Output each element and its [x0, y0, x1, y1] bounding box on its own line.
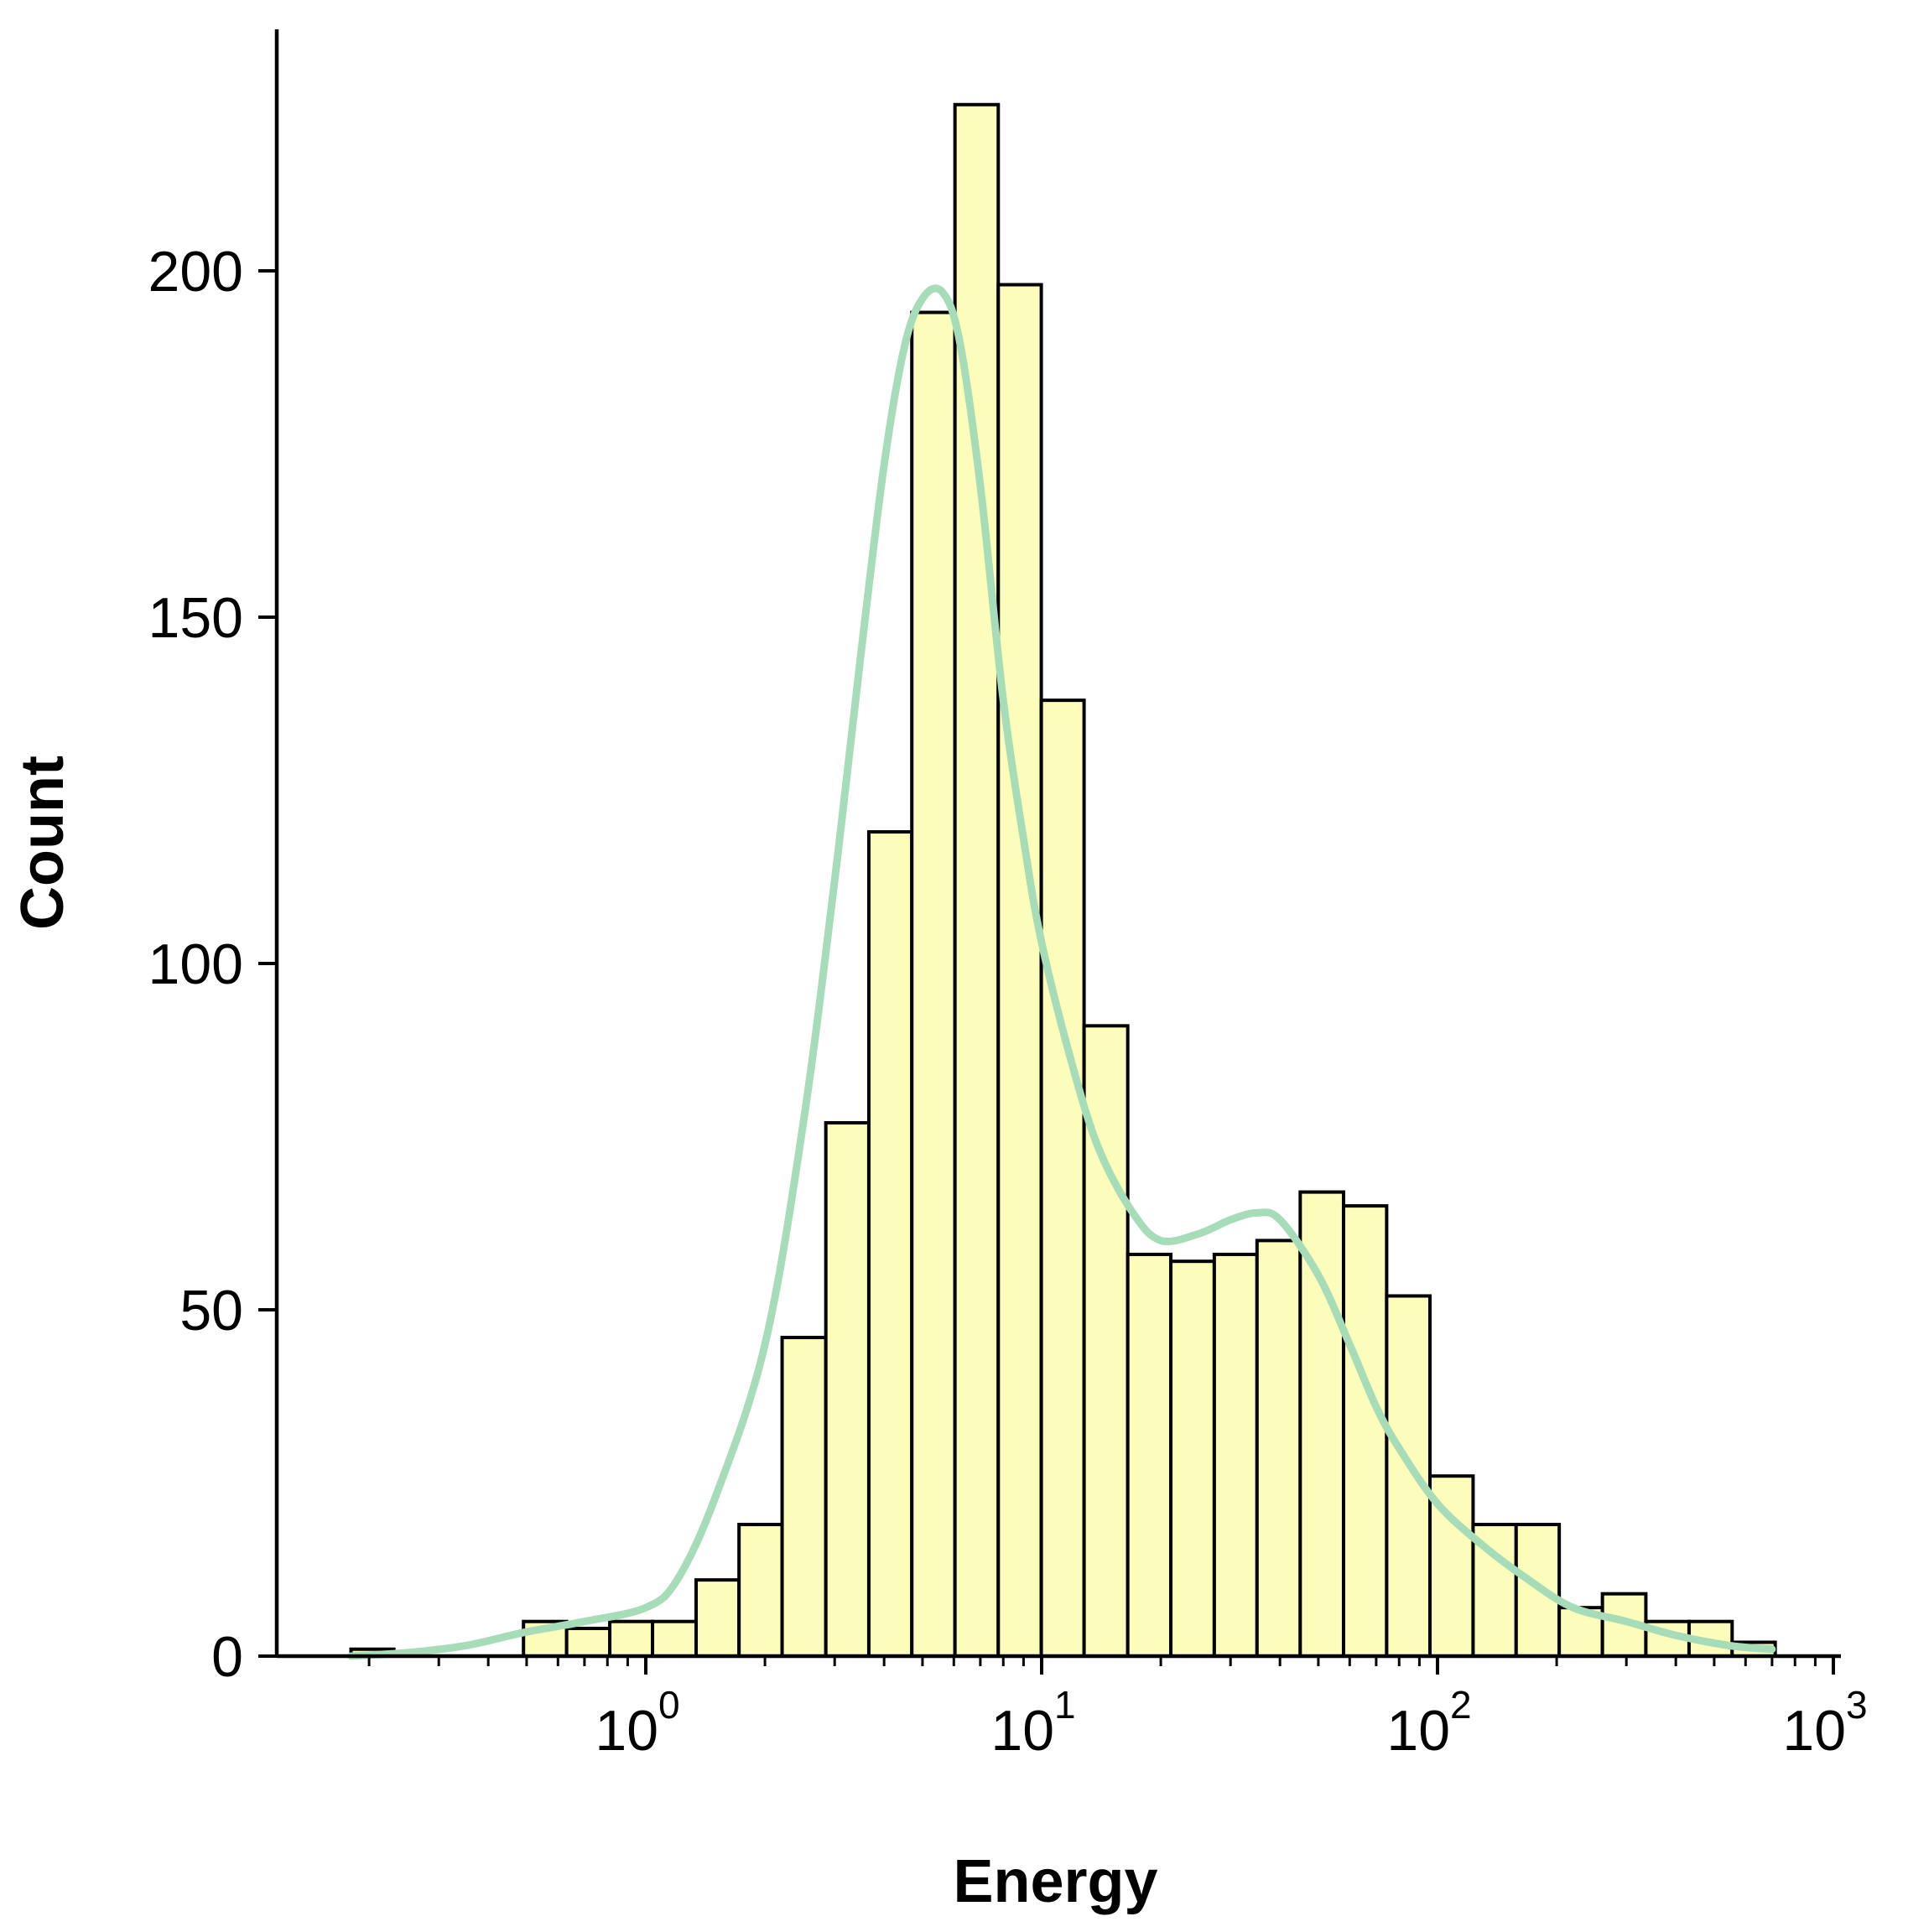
x-tick-label: 101 [990, 1683, 1075, 1763]
x-tick-label: 100 [595, 1683, 679, 1763]
y-axis-ticks: 0 50 100 150 200 [148, 240, 277, 1689]
histogram-bar [651, 1619, 698, 1658]
histogram-bar [737, 1523, 784, 1659]
histogram-bar [1126, 1252, 1173, 1659]
histogram-bar [1169, 1259, 1216, 1659]
x-axis-ticks: 100 101 102 103 [367, 1656, 1868, 1763]
histogram-bar [1255, 1239, 1302, 1659]
x-axis-label: Energy [953, 1848, 1157, 1915]
histogram-bar [1385, 1294, 1432, 1658]
histogram-bar [694, 1578, 741, 1659]
histogram-bar [1212, 1252, 1259, 1659]
kde-curve [346, 284, 1776, 1660]
y-tick-label: 50 [179, 1279, 243, 1343]
y-tick-label: 200 [148, 240, 243, 304]
histogram-bar [1341, 1204, 1389, 1658]
histogram-bars [349, 102, 1777, 1659]
histogram-bar [780, 1336, 828, 1659]
x-tick-label: 102 [1386, 1683, 1471, 1763]
x-tick-label: 103 [1782, 1683, 1867, 1763]
histogram-bar [996, 283, 1043, 1658]
histogram-bar [608, 1619, 655, 1658]
histogram-bar [564, 1626, 612, 1658]
histogram-bar [910, 310, 957, 1658]
histogram-bar [824, 1120, 871, 1658]
y-tick-label: 0 [211, 1625, 243, 1689]
y-axis-label: Count [9, 756, 76, 930]
histogram-bar [1039, 699, 1086, 1658]
y-tick-label: 100 [148, 932, 243, 996]
histogram-bar [866, 830, 914, 1658]
y-tick-label: 150 [148, 586, 243, 650]
